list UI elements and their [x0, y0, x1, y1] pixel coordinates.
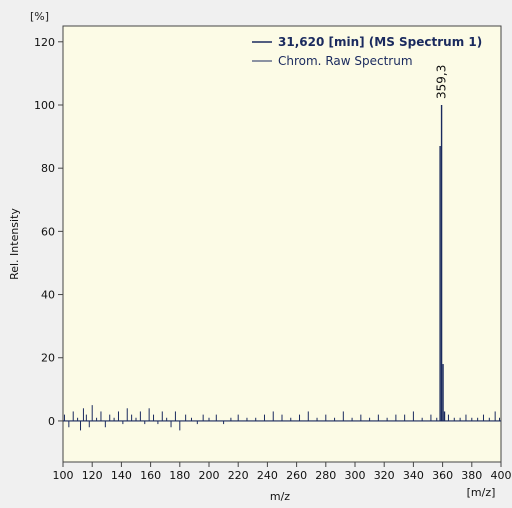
x-tick-label: 360 — [432, 469, 453, 482]
y-tick-label: 80 — [41, 162, 55, 175]
x-tick-label: 100 — [53, 469, 74, 482]
x-axis-title: m/z — [270, 490, 290, 503]
x-tick-label: 140 — [111, 469, 132, 482]
x-tick-label: 300 — [345, 469, 366, 482]
x-axis-ticks: 100 120 140 160 180 200 220 240 260 280 300 320 340 3… — [53, 462, 512, 482]
legend-label-ms-spectrum: 31,620 [min] (MS Spectrum 1) — [278, 35, 482, 49]
x-tick-label: 200 — [199, 469, 220, 482]
plot-area — [62, 25, 502, 463]
x-tick-label: 180 — [169, 469, 190, 482]
x-tick-label: 260 — [286, 469, 307, 482]
x-tick-label: 320 — [374, 469, 395, 482]
y-tick-label: 0 — [48, 415, 55, 428]
series-layer — [63, 104, 501, 431]
y-axis-title: Rel. Intensity — [8, 208, 21, 280]
x-tick-label: 280 — [315, 469, 336, 482]
y-tick-label: 100 — [34, 99, 55, 112]
y-tick-label: 20 — [41, 352, 55, 365]
x-tick-label: 380 — [461, 469, 482, 482]
y-tick-label: 40 — [41, 289, 55, 302]
x-tick-label: 120 — [82, 469, 103, 482]
y-axis-ticks: 0 20 40 60 80 100 120 — [34, 36, 63, 428]
annotation-layer: 359,3 — [435, 65, 449, 99]
y-tick-label: 60 — [41, 225, 55, 238]
x-tick-label: 340 — [403, 469, 424, 482]
x-tick-label: 160 — [140, 469, 161, 482]
y-unit-label: [%] — [30, 10, 49, 23]
peak-annotation: 359,3 — [435, 65, 449, 99]
x-tick-label: 240 — [257, 469, 278, 482]
x-unit-label: [m/z] — [467, 486, 496, 499]
x-tick-label: 220 — [228, 469, 249, 482]
legend: 31,620 [min] (MS Spectrum 1) Chrom. Raw … — [252, 35, 482, 68]
x-tick-label: 400 — [491, 469, 512, 482]
y-tick-label: 120 — [34, 36, 55, 49]
legend-label-raw-spectrum: Chrom. Raw Spectrum — [278, 54, 413, 68]
